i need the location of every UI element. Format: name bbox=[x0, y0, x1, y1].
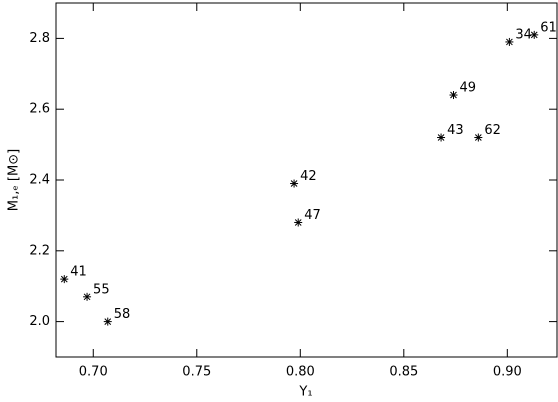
y-tick-label: 2.8 bbox=[29, 31, 50, 46]
point bbox=[294, 218, 303, 227]
y-tick-label: 2.0 bbox=[29, 314, 50, 329]
point-label: 41 bbox=[70, 265, 87, 280]
y-axis-label: M₁,ₑ [M⊙] bbox=[7, 149, 22, 211]
point bbox=[474, 133, 483, 142]
x-tick-label: 0.70 bbox=[79, 365, 108, 380]
point-label: 49 bbox=[459, 81, 476, 96]
y-tick-label: 2.4 bbox=[29, 173, 50, 188]
point-stroke bbox=[60, 275, 68, 283]
point-stroke bbox=[104, 318, 112, 325]
x-axis-label: Y₁ bbox=[298, 385, 312, 400]
point bbox=[60, 275, 69, 284]
point bbox=[83, 292, 92, 301]
x-tick-label: 0.85 bbox=[389, 365, 418, 380]
point-label: 47 bbox=[304, 208, 321, 223]
y-tick-label: 2.2 bbox=[29, 243, 50, 258]
point-stroke bbox=[474, 134, 482, 141]
point-stroke bbox=[506, 38, 513, 46]
point bbox=[103, 317, 112, 326]
point-label: 58 bbox=[114, 307, 131, 322]
point bbox=[437, 133, 446, 142]
point-label: 61 bbox=[540, 20, 557, 35]
point-stroke bbox=[294, 219, 302, 226]
point bbox=[505, 37, 514, 46]
point-label: 42 bbox=[300, 169, 317, 184]
point-stroke bbox=[290, 180, 298, 187]
point bbox=[449, 91, 458, 100]
point-stroke bbox=[450, 91, 457, 99]
x-tick-label: 0.90 bbox=[493, 365, 522, 380]
point-label: 43 bbox=[447, 123, 464, 138]
x-tick-label: 0.75 bbox=[182, 365, 211, 380]
point-label: 62 bbox=[484, 123, 501, 138]
y-tick-label: 2.6 bbox=[29, 102, 50, 117]
point-stroke bbox=[83, 293, 91, 301]
point-stroke bbox=[530, 31, 538, 39]
point-label: 55 bbox=[93, 282, 110, 297]
point bbox=[530, 30, 539, 39]
point bbox=[290, 179, 299, 188]
point-stroke bbox=[437, 134, 445, 141]
x-tick-label: 0.80 bbox=[286, 365, 315, 380]
point-label: 34 bbox=[515, 27, 532, 42]
